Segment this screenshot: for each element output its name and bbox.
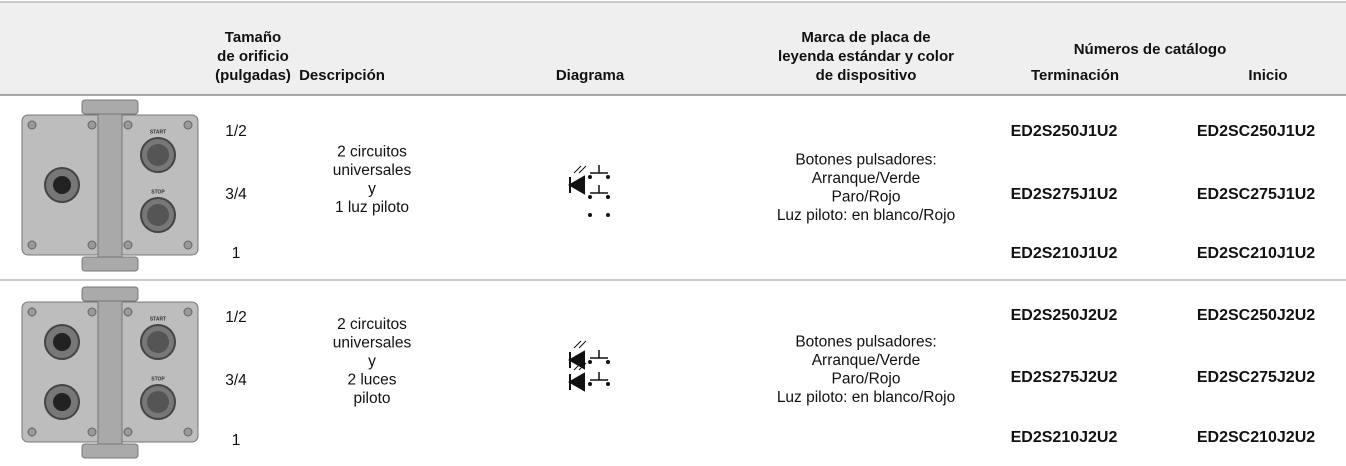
legend-text: Paro/Rojo [832, 370, 901, 387]
hole-size: 3/4 [225, 186, 247, 203]
catalog-start: ED2SC250J2U2 [1197, 307, 1315, 324]
product-image [21, 99, 199, 272]
description: 2 luces [347, 372, 396, 389]
header-catalog: Números de catálogo [1074, 41, 1227, 58]
hole-size: 3/4 [225, 372, 247, 389]
description: universales [333, 335, 412, 352]
catalog-termination: ED2S210J2U2 [1011, 429, 1118, 446]
header-size: (pulgadas) [215, 67, 291, 84]
legend-text: Paro/Rojo [832, 188, 901, 205]
header-diagram: Diagrama [556, 67, 625, 84]
hole-size: 1/2 [225, 123, 247, 140]
legend-text: Arranque/Verde [812, 352, 921, 369]
description: y [368, 353, 376, 370]
header-start: Inicio [1248, 67, 1287, 84]
catalog-start: ED2SC250J1U2 [1197, 123, 1315, 140]
wiring-diagram [569, 340, 611, 391]
legend-text: Luz piloto: en blanco/Rojo [777, 389, 955, 406]
hole-size: 1 [232, 245, 241, 262]
wiring-diagram [569, 164, 611, 217]
header-legend: de dispositivo [816, 67, 917, 84]
header-size: de orificio [217, 48, 289, 65]
legend-text: Luz piloto: en blanco/Rojo [777, 207, 955, 224]
catalog-termination: ED2S275J1U2 [1011, 186, 1118, 203]
catalog-termination: ED2S210J1U2 [1011, 245, 1118, 262]
header-legend: Marca de placa de [801, 29, 930, 46]
catalog-termination: ED2S275J2U2 [1011, 369, 1118, 386]
description: universales [333, 162, 412, 179]
catalog-start: ED2SC275J1U2 [1197, 186, 1315, 203]
image-label: START [150, 316, 166, 322]
description: piloto [353, 390, 390, 407]
description: y [368, 180, 376, 197]
legend-text: Botones pulsadores: [795, 151, 936, 168]
header-legend: leyenda estándar y color [778, 48, 954, 65]
image-label: START [150, 129, 166, 135]
header-size: Tamaño [225, 29, 281, 46]
catalog-start: ED2SC210J2U2 [1197, 429, 1315, 446]
header-termination: Terminación [1031, 67, 1119, 84]
image-label: STOP [151, 376, 165, 382]
hole-size: 1 [232, 432, 241, 449]
hole-size: 1/2 [225, 309, 247, 326]
description: 1 luz piloto [335, 199, 409, 216]
catalog-termination: ED2S250J2U2 [1011, 307, 1118, 324]
image-label: STOP [151, 189, 165, 195]
header-description: Descripción [299, 67, 385, 84]
description: 2 circuitos [337, 316, 407, 333]
catalog-start: ED2SC275J2U2 [1197, 369, 1315, 386]
header-background [0, 2, 1346, 95]
product-image [21, 286, 199, 459]
description: 2 circuitos [337, 143, 407, 160]
catalog-termination: ED2S250J1U2 [1011, 123, 1118, 140]
legend-text: Botones pulsadores: [795, 333, 936, 350]
legend-text: Arranque/Verde [812, 170, 921, 187]
catalog-start: ED2SC210J1U2 [1197, 245, 1315, 262]
